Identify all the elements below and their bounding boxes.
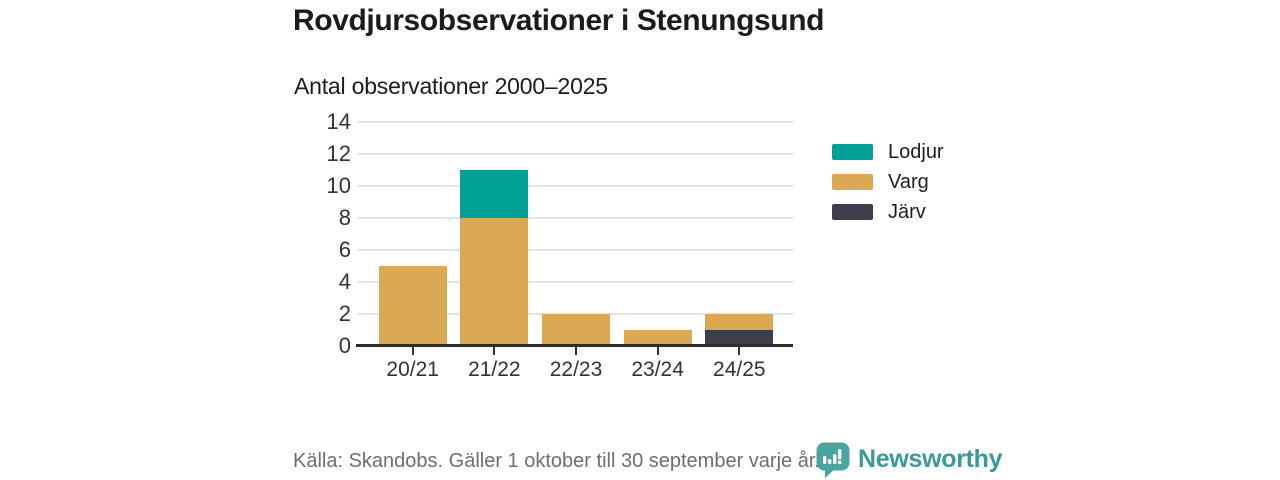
bar-segment-jrv <box>705 330 774 346</box>
legend-swatch <box>832 204 873 220</box>
bar-segment-varg <box>542 314 610 346</box>
y-axis-tick-label: 6 <box>338 237 351 262</box>
x-axis-tick-label: 23/24 <box>631 358 684 381</box>
gridline <box>358 153 793 155</box>
gridline <box>358 249 793 251</box>
y-axis-tick-label: 8 <box>338 205 351 230</box>
bar-segment-varg <box>705 314 774 330</box>
y-axis-tick-label: 14 <box>326 109 351 134</box>
newsworthy-logo-text: Newsworthy <box>858 445 1003 473</box>
x-axis-tick-mark <box>656 347 659 355</box>
gridline <box>358 121 793 123</box>
x-axis-tick-mark <box>493 347 496 355</box>
y-axis-tick-label: 0 <box>338 333 351 358</box>
legend-label: Järv <box>888 201 926 223</box>
gridline <box>358 281 793 283</box>
x-axis-line <box>356 344 793 347</box>
x-axis-tick-label: 21/22 <box>468 358 521 381</box>
x-axis-tick-label: 20/21 <box>386 358 439 381</box>
x-axis-tick-mark <box>738 347 741 355</box>
source-note: Källa: Skandobs. Gäller 1 oktober till 3… <box>293 450 820 472</box>
bar-segment-varg <box>378 266 447 346</box>
y-axis-tick-label: 10 <box>326 173 351 198</box>
legend-label: Lodjur <box>888 141 944 163</box>
y-axis-tick-label: 2 <box>338 301 351 326</box>
y-axis-tick-label: 4 <box>338 269 351 294</box>
x-axis-tick-mark <box>575 347 577 355</box>
x-axis-tick-mark <box>411 347 414 355</box>
newsworthy-logo: Newsworthy <box>816 442 1003 480</box>
newsworthy-logo-icon <box>816 442 850 480</box>
legend-item: Varg <box>832 171 944 193</box>
legend-item: Järv <box>832 201 944 223</box>
gridline <box>358 217 793 219</box>
x-axis-tick-label: 22/23 <box>549 358 603 381</box>
x-axis-tick-label: 24/25 <box>713 358 766 381</box>
bar-segment-varg <box>460 218 529 346</box>
chart-title: Rovdjursobservationer i Stenungsund <box>293 4 825 37</box>
y-axis-tick-label: 12 <box>326 141 351 166</box>
legend-swatch <box>832 174 873 190</box>
legend-item: Lodjur <box>832 141 944 163</box>
bar-segment-varg <box>623 330 692 346</box>
chart-subtitle: Antal observationer 2000–2025 <box>294 73 608 99</box>
legend-label: Varg <box>888 171 929 193</box>
legend-swatch <box>832 144 873 160</box>
legend: Lodjur Varg Järv <box>832 141 944 234</box>
bar-segment-lodjur <box>460 170 529 218</box>
gridline <box>358 185 793 187</box>
